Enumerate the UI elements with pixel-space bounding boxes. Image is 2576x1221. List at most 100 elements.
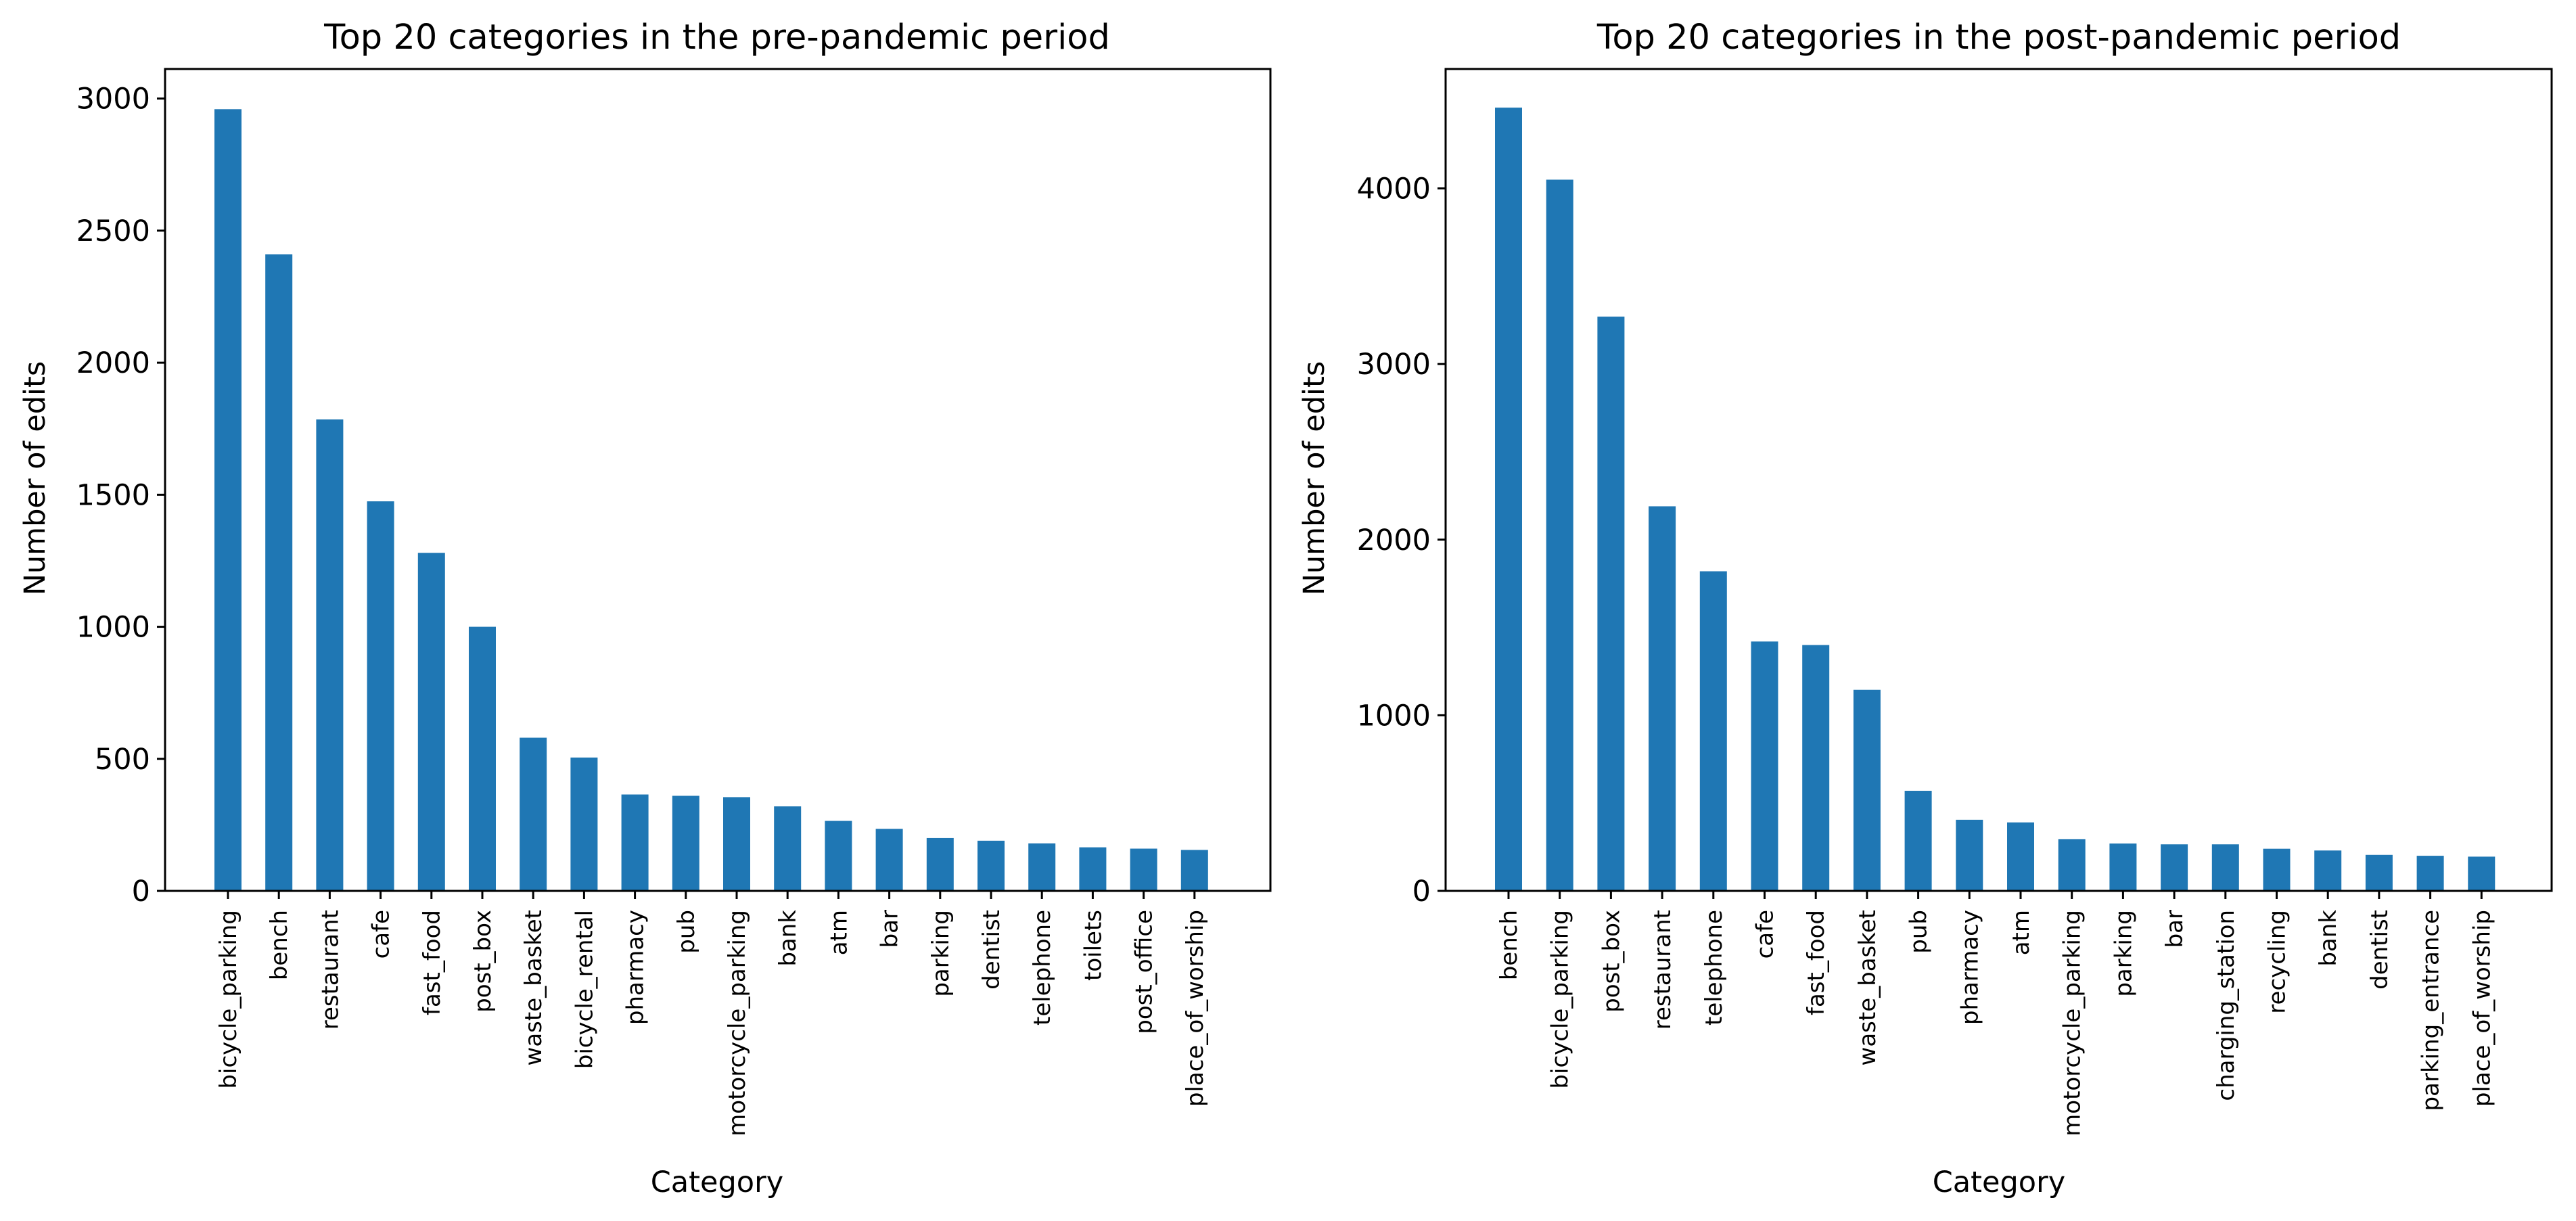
axes-frame (164, 68, 1272, 892)
x-tick-label: motorcycle_parking (724, 910, 751, 1136)
x-tick-label: bicycle_parking (215, 910, 242, 1089)
bar-pharmacy (1956, 819, 1983, 891)
bar-restaurant (316, 419, 344, 891)
bar-telephone (1028, 843, 1056, 891)
plot-area: 0 1000 2000 3000 4000 bench bicycle_parking pos… (1357, 68, 2553, 1136)
bar-recycling (2263, 848, 2291, 891)
x-tick-label: post_office (1131, 910, 1158, 1034)
bar-atm (825, 821, 852, 891)
x-tick-label: cafe (1752, 910, 1779, 959)
bar-waste-basket (1853, 689, 1881, 891)
chart-title: Top 20 categories in the post-pandemic p… (1596, 18, 2401, 57)
axes-frame (1444, 68, 2553, 892)
bar-fast-food (417, 553, 445, 891)
y-tick-label: 3000 (76, 83, 150, 116)
y-tick-label: 500 (95, 743, 150, 777)
bar-bar (2161, 844, 2188, 891)
bar-bar (875, 829, 903, 891)
y-tick-label: 4000 (1357, 172, 1431, 206)
x-tick-label: atm (2008, 910, 2035, 955)
chart-title: Top 20 categories in the pre-pandemic pe… (323, 18, 1110, 57)
bar-atm (2007, 822, 2034, 891)
x-tick-label: fast_food (1803, 910, 1830, 1015)
bar-motorcycle-parking (723, 797, 750, 891)
x-axis-label: Category (1933, 1166, 2065, 1199)
chart-panel-pre-pandemic: Top 20 categories in the pre-pandemic pe… (18, 18, 1272, 1199)
bar-pub (1904, 791, 1932, 891)
y-tick-label: 1000 (76, 611, 150, 645)
bar-parking-entrance (2416, 856, 2444, 891)
y-tick-label: 2500 (76, 214, 150, 248)
bar-post-office (1130, 848, 1157, 891)
x-tick-label: cafe (368, 910, 395, 959)
bar-bench (1495, 108, 1522, 891)
x-tick-label: pharmacy (622, 910, 649, 1025)
x-tick-label: bank (2315, 910, 2342, 967)
x-tick-label: bench (266, 910, 293, 980)
y-axis-label: Number of edits (18, 361, 52, 595)
x-tick-label: dentist (2366, 910, 2393, 990)
x-tick-label: waste_basket (1854, 910, 1881, 1065)
x-tick-label: dentist (978, 910, 1005, 990)
x-tick-label: parking_entrance (2418, 910, 2445, 1111)
bar-cafe (1751, 641, 1778, 891)
x-tick-label: bicycle_rental (571, 910, 598, 1069)
bar-cafe (367, 501, 394, 891)
bar-bank (2314, 850, 2342, 891)
bar-charging-station (2211, 844, 2239, 891)
x-tick-label: charging_station (2213, 910, 2240, 1101)
x-tick-label: atm (825, 910, 852, 955)
x-tick-label: telephone (1029, 910, 1056, 1026)
y-tick-label: 2000 (76, 346, 150, 380)
x-tick-label: bench (1496, 910, 1523, 980)
bar-parking (2109, 843, 2137, 891)
x-tick-label: recycling (2264, 910, 2291, 1014)
chart-panel-post-pandemic: Top 20 categories in the post-pandemic p… (1297, 18, 2553, 1199)
x-tick-label: parking (2110, 910, 2137, 997)
x-tick-label: motorcycle_parking (2059, 910, 2086, 1136)
x-tick-label: bank (775, 910, 802, 967)
x-tick-label: restaurant (1649, 910, 1676, 1030)
x-tick-label: bar (2161, 910, 2188, 948)
y-tick-label: 3000 (1357, 348, 1431, 382)
bar-bicycle-parking (214, 109, 242, 892)
y-tick-label: 0 (1412, 875, 1431, 908)
bar-place-of-worship (2468, 856, 2496, 892)
x-tick-label: parking (927, 910, 954, 997)
bar-dentist (978, 840, 1005, 891)
y-tick-label: 1000 (1357, 699, 1431, 733)
x-tick-label: place_of_worship (2468, 910, 2496, 1107)
bar-post-box (1597, 317, 1625, 891)
plot-area: 0 500 1000 1500 2000 2500 3000 bicycle_parking b… (76, 68, 1272, 1136)
y-tick-label: 2000 (1357, 524, 1431, 557)
y-tick-label: 0 (132, 875, 150, 908)
x-tick-label: restaurant (317, 910, 344, 1030)
x-axis-label: Category (651, 1166, 783, 1199)
bar-dentist (2365, 854, 2393, 891)
x-tick-label: telephone (1701, 910, 1728, 1026)
bar-pharmacy (621, 794, 649, 891)
bar-post-box (469, 626, 496, 891)
x-tick-label: pharmacy (1956, 910, 1983, 1025)
bar-toilets (1079, 847, 1107, 891)
x-tick-label: post_box (1598, 910, 1625, 1013)
x-tick-label: pub (1906, 910, 1933, 954)
x-tick-label: fast_food (419, 910, 446, 1015)
x-tick-label: waste_basket (520, 910, 547, 1065)
x-tick-label: bicycle_parking (1547, 910, 1574, 1089)
bar-place-of-worship (1180, 850, 1208, 891)
bar-fast-food (1802, 645, 1830, 891)
x-tick-label: post_box (469, 910, 497, 1013)
bar-bank (774, 806, 802, 891)
y-axis-label: Number of edits (1297, 361, 1331, 595)
bar-bicycle-rental (570, 757, 598, 891)
bar-pub (672, 796, 699, 891)
bar-motorcycle-parking (2058, 839, 2086, 891)
x-tick-label: bar (877, 910, 904, 948)
bar-restaurant (1649, 506, 1676, 891)
bar-parking (926, 837, 954, 891)
y-tick-label: 1500 (76, 478, 150, 512)
bar-waste-basket (520, 737, 547, 891)
x-tick-label: pub (673, 910, 700, 954)
